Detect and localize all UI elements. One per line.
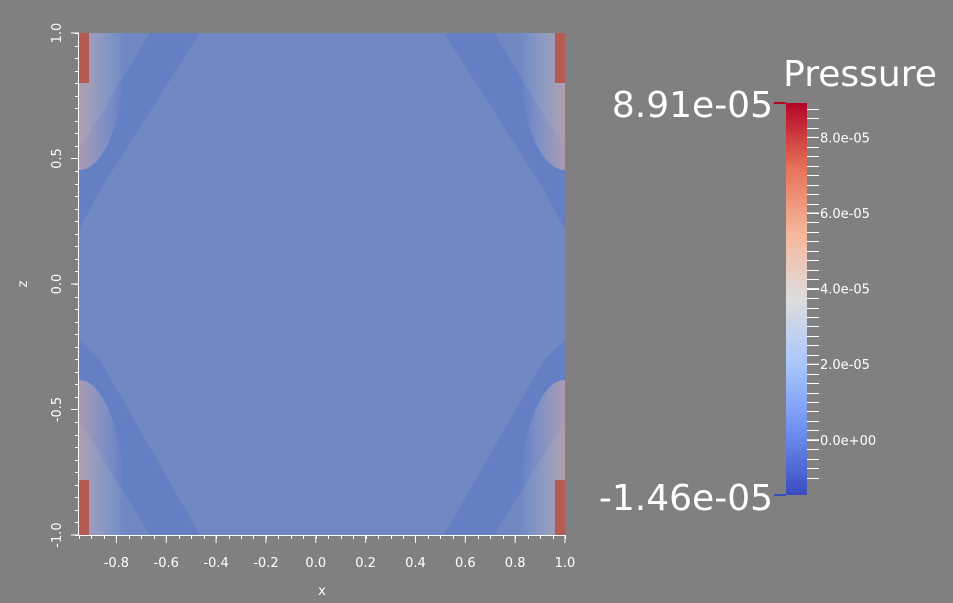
y-axis: -1.0 -0.5 0.0 0.5 1.0 [50,23,79,548]
x-tick-label: 0.0 [305,556,326,571]
x-tick-label: -0.2 [253,556,278,571]
y-tick-label: 0.5 [50,148,65,169]
colorbar-minor-ticks [807,109,819,479]
x-tick-label: -0.4 [203,556,228,571]
colorbar-min-label: -1.46e-05 [599,478,773,519]
colorbar-tick-label: 0.0e+00 [820,434,876,449]
x-tick-label: -0.6 [154,556,179,571]
x-tick-label: 0.4 [405,556,426,571]
colorbar-gradient [786,103,807,495]
y-tick-label: 1.0 [50,23,65,44]
colorbar-ticks: 0.0e+00 2.0e-05 4.0e-05 6.0e-05 8.0e-05 [774,102,876,496]
colorbar-max-label: 8.91e-05 [612,85,773,126]
pressure-field [79,33,565,535]
colorbar-tick-label: 2.0e-05 [820,358,870,373]
x-tick-label: -0.8 [104,556,129,571]
y-tick-label: 0.0 [50,274,65,295]
colorbar: 0.0e+00 2.0e-05 4.0e-05 6.0e-05 8.0e-05 [774,102,876,496]
x-tick-label: 0.2 [355,556,376,571]
colorbar-title: Pressure [783,54,937,95]
x-axis-label: x [318,584,326,599]
y-tick-label: -1.0 [50,522,65,547]
x-tick-label: 0.6 [455,556,476,571]
colorbar-tick-label: 8.0e-05 [820,131,870,146]
colorbar-tick-label: 6.0e-05 [820,207,870,222]
y-tick-label: -0.5 [50,397,65,422]
y-axis-label: z [16,280,31,287]
x-tick-label: 0.8 [505,556,526,571]
colorbar-tick-label: 4.0e-05 [820,283,870,298]
x-tick-label: 1.0 [555,556,576,571]
x-axis: -0.8 -0.6 -0.4 -0.2 0.0 0.2 0.4 0.6 0.8 1.0 [79,535,575,571]
